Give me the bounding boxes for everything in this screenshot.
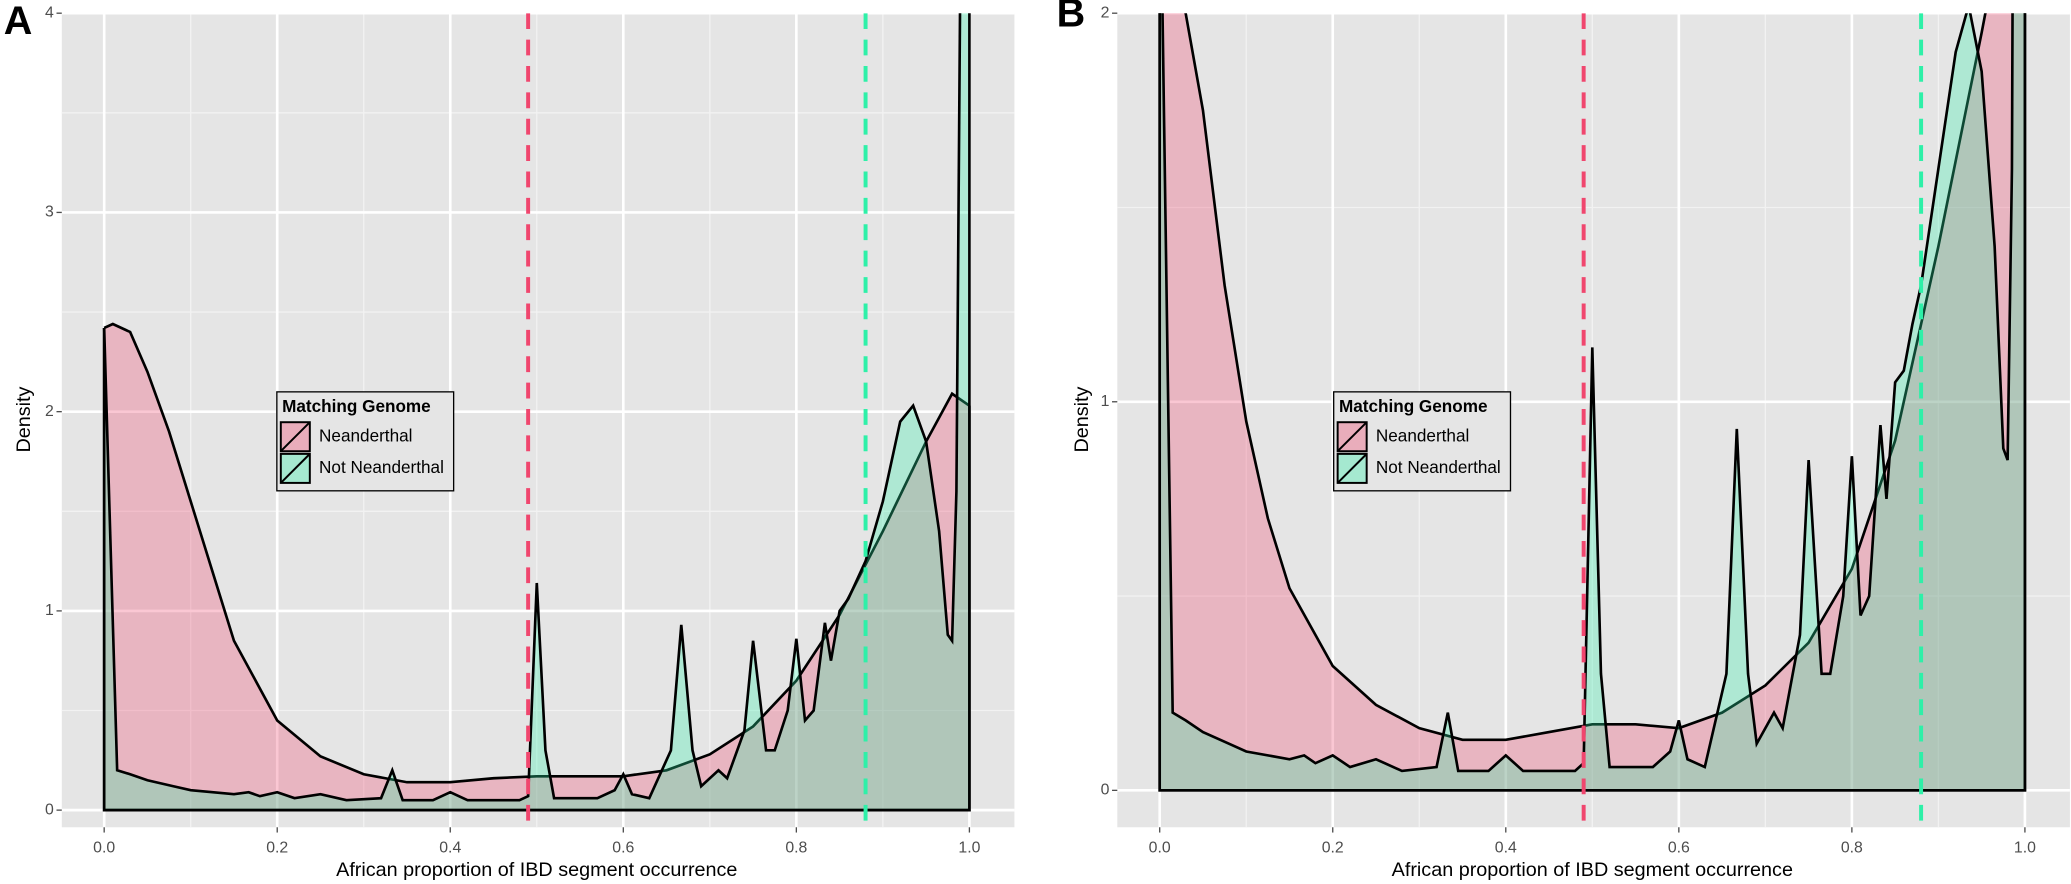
panel-label: A	[4, 0, 33, 43]
legend-key-line	[1336, 453, 1368, 484]
legend-title: Matching Genome	[1339, 396, 1488, 416]
x-tick-label: 0.2	[266, 840, 288, 857]
density-fill	[104, 323, 970, 811]
plot-area	[1158, 13, 2027, 828]
y-tick-label: 1	[45, 602, 54, 619]
legend-label: Neanderthal	[319, 425, 412, 445]
y-tick-label: 0	[1101, 782, 1110, 799]
legend: Matching Genome Neanderthal Not Neandertha…	[1333, 391, 1512, 492]
legend-key-line	[280, 421, 311, 452]
y-axis-title: Density	[1071, 386, 1093, 452]
panel-label: B	[1057, 0, 1086, 35]
y-tick-label: 4	[45, 4, 54, 21]
density-fill	[104, 13, 970, 811]
legend-key-line	[280, 453, 311, 484]
legend-label: Neanderthal	[1376, 425, 1469, 445]
legend: Matching Genome Neanderthal Not Neandertha…	[276, 391, 455, 492]
x-tick-label: 1.0	[2014, 840, 2036, 857]
x-tick-label: 0.4	[1495, 840, 1517, 857]
plot-background	[61, 13, 1015, 828]
x-tick-label: 0.0	[93, 840, 115, 857]
legend-key-line	[1336, 421, 1368, 452]
density-outline	[102, 13, 971, 812]
legend-title: Matching Genome	[282, 396, 431, 416]
x-tick-label: 1.0	[958, 840, 980, 857]
density-line	[102, 13, 962, 802]
x-tick-label: 0.2	[1322, 840, 1344, 857]
density-line	[103, 322, 971, 784]
x-tick-label: 0.0	[1149, 840, 1171, 857]
legend-label: Not Neanderthal	[1376, 457, 1501, 477]
density-outline	[1158, 13, 2027, 792]
x-tick-label: 0.6	[612, 840, 634, 857]
legend-box	[1333, 391, 1512, 492]
y-tick-label: 1	[1101, 393, 1110, 410]
legend-box	[276, 391, 455, 492]
x-tick-label: 0.8	[1841, 840, 1863, 857]
x-axis-title: African proportion of IBD segment occurr…	[336, 859, 737, 881]
x-tick-label: 0.8	[785, 840, 807, 857]
y-tick-label: 3	[45, 204, 54, 221]
plot-area	[102, 13, 971, 828]
x-tick-label: 0.4	[439, 840, 461, 857]
panel: 0 1 2 0.0 0.2 0.4 0.6 0.8 1.0 B Density African pro…	[1057, 0, 2070, 881]
x-tick-label: 0.6	[1668, 840, 1690, 857]
density-fill	[1159, 13, 2025, 791]
y-tick-label: 2	[1101, 4, 1110, 21]
y-tick-label: 2	[45, 403, 54, 420]
y-tick-label: 0	[45, 801, 54, 818]
x-axis-title: African proportion of IBD segment occurr…	[1392, 859, 1793, 881]
legend-label: Not Neanderthal	[319, 457, 444, 477]
panel: 0 1 2 3 4 0.0 0.2 0.4 0.6 0.8 1.0 A Density African p…	[4, 0, 1015, 881]
density-line	[1161, 13, 2014, 773]
y-axis-title: Density	[13, 386, 35, 452]
